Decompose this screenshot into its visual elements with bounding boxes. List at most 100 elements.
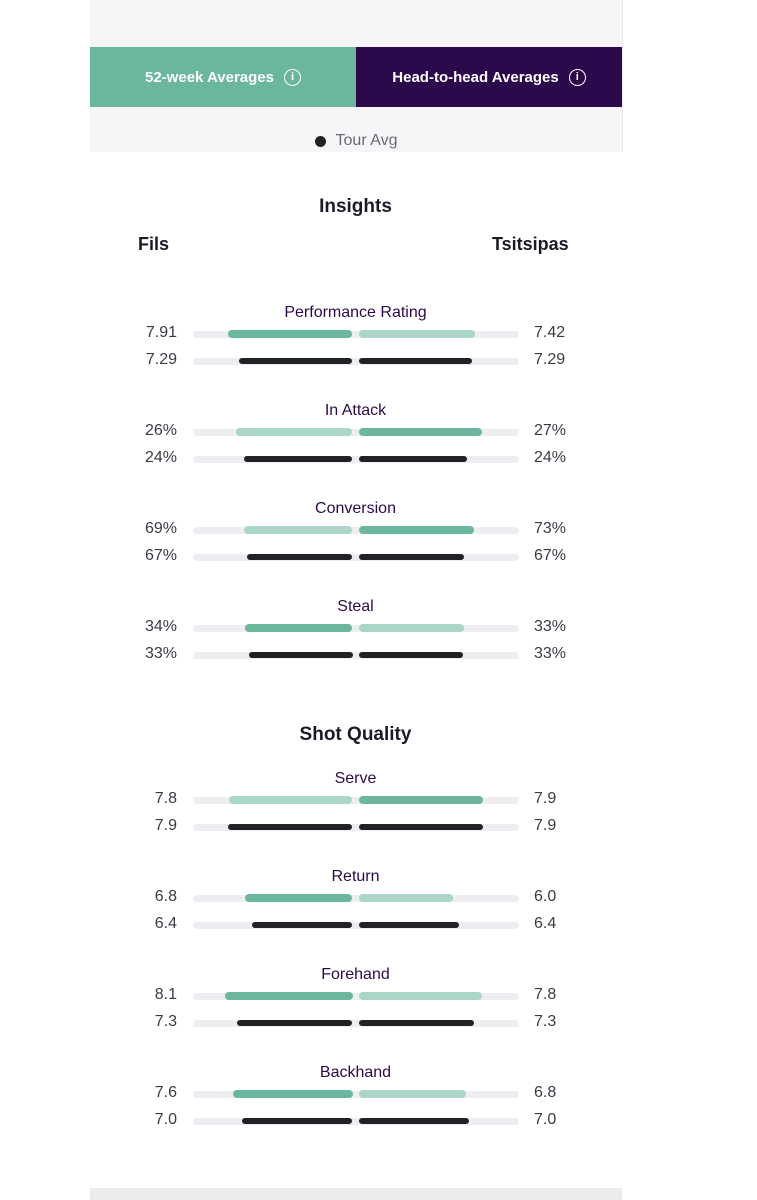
left-player-value: 7.8 [154, 790, 177, 807]
legend-label: Tour Avg [335, 132, 398, 149]
bar-track [192, 652, 519, 659]
tour-avg-bar-right [358, 554, 465, 560]
legend: Tour Avg [90, 130, 622, 152]
bar-track [192, 922, 519, 929]
tour-avg-bar-left [237, 1020, 353, 1026]
bar-track [192, 625, 519, 632]
right-player-value: 73% [534, 520, 567, 537]
player-bar-left [224, 992, 353, 1000]
metric-title: Forehand [321, 966, 390, 983]
left-tour-avg-value: 24% [144, 449, 177, 466]
player-bar-right [358, 330, 476, 338]
info-icon[interactable]: i [283, 68, 301, 86]
player-bar-right [358, 894, 453, 902]
bar-track [192, 429, 519, 436]
right-tour-avg-value: 67% [534, 547, 567, 564]
tour-avg-bar-right [358, 1020, 474, 1026]
player-right-name: Tsitsipas [492, 234, 569, 254]
averages-tabs: 52-week Averages i Head-to-head Averages… [90, 47, 622, 107]
right-player-value: 6.8 [534, 1084, 557, 1101]
tour-avg-dot-icon [314, 135, 326, 147]
tab-head-to-head-averages[interactable]: Head-to-head Averages i [356, 47, 622, 107]
player-bar-right [358, 796, 484, 804]
left-tour-avg-value: 6.4 [154, 915, 177, 932]
right-player-value: 33% [534, 618, 567, 635]
left-tour-avg-value: 7.0 [154, 1111, 177, 1128]
tab-52-week-averages[interactable]: 52-week Averages i [90, 47, 356, 107]
left-player-value: 34% [144, 618, 177, 635]
metric-title: Performance Rating [284, 304, 427, 321]
metric-title: Return [331, 868, 380, 885]
player-bar-right [358, 526, 474, 534]
bar-track [192, 358, 519, 365]
player-bar-left [235, 428, 353, 436]
right-player-value: 6.0 [534, 888, 557, 905]
tour-avg-bar-left [251, 922, 353, 928]
player-bar-right [358, 428, 482, 436]
left-player-value: 7.6 [154, 1084, 177, 1101]
left-tour-avg-value: 7.29 [145, 351, 177, 368]
bar-track [192, 554, 519, 561]
tour-avg-bar-right [358, 358, 473, 364]
tab-label: Head-to-head Averages [392, 68, 559, 86]
bar-track [192, 456, 519, 463]
left-tour-avg-value: 7.9 [154, 817, 177, 834]
bar-track [192, 993, 519, 1000]
right-tour-avg-value: 7.3 [534, 1013, 557, 1030]
tour-avg-bar-right [358, 456, 468, 462]
bar-track [192, 797, 519, 804]
bar-track [192, 527, 519, 534]
left-player-value: 7.91 [145, 324, 177, 341]
bar-track [192, 824, 519, 831]
player-bar-left [227, 330, 353, 338]
left-player-value: 8.1 [154, 986, 177, 1003]
metric-title: Conversion [315, 500, 396, 517]
right-tour-avg-value: 7.0 [534, 1111, 557, 1128]
player-bar-left [245, 894, 353, 902]
metric-title: Serve [334, 770, 377, 787]
tab-label: 52-week Averages [145, 68, 274, 86]
right-tour-avg-value: 6.4 [534, 915, 557, 932]
player-left-name: Fils [138, 234, 170, 254]
tour-avg-bar-right [358, 652, 463, 658]
tour-avg-bar-right [358, 824, 484, 830]
tour-avg-bar-left [246, 554, 353, 560]
player-bar-left [229, 796, 353, 804]
right-player-value: 7.9 [534, 790, 557, 807]
bottom-divider [90, 1188, 622, 1200]
tour-avg-bar-left [227, 824, 353, 830]
tour-avg-bar-left [238, 358, 353, 364]
left-player-value: 6.8 [154, 888, 177, 905]
section-heading: Insights [319, 196, 392, 217]
bar-track [192, 895, 519, 902]
right-player-value: 27% [534, 422, 567, 439]
metric-title: Backhand [319, 1064, 392, 1081]
left-player-value: 69% [144, 520, 177, 537]
player-bar-right [358, 1090, 466, 1098]
tour-avg-bar-right [358, 1118, 469, 1124]
tour-avg-bar-right [358, 922, 460, 928]
left-tour-avg-value: 67% [144, 547, 177, 564]
bar-track [192, 1091, 519, 1098]
section-heading: Shot Quality [299, 724, 412, 745]
info-icon[interactable]: i [568, 68, 586, 86]
player-bar-right [358, 624, 465, 632]
bar-track [192, 331, 519, 338]
player-bar-right [358, 992, 482, 1000]
player-bar-left [232, 1090, 353, 1098]
right-tour-avg-value: 24% [534, 449, 567, 466]
right-player-value: 7.8 [534, 986, 557, 1003]
left-tour-avg-value: 7.3 [154, 1013, 177, 1030]
left-player-value: 26% [144, 422, 177, 439]
right-tour-avg-value: 33% [534, 645, 567, 662]
tour-avg-bar-left [243, 456, 353, 462]
left-tour-avg-value: 33% [144, 645, 177, 662]
right-player-value: 7.42 [534, 324, 566, 341]
metric-title: In Attack [324, 402, 387, 419]
player-bar-left [245, 624, 353, 632]
bar-track [192, 1118, 519, 1125]
right-tour-avg-value: 7.9 [534, 817, 557, 834]
tour-avg-bar-left [242, 1118, 353, 1124]
bar-track [192, 1020, 519, 1027]
player-bar-left [243, 526, 353, 534]
